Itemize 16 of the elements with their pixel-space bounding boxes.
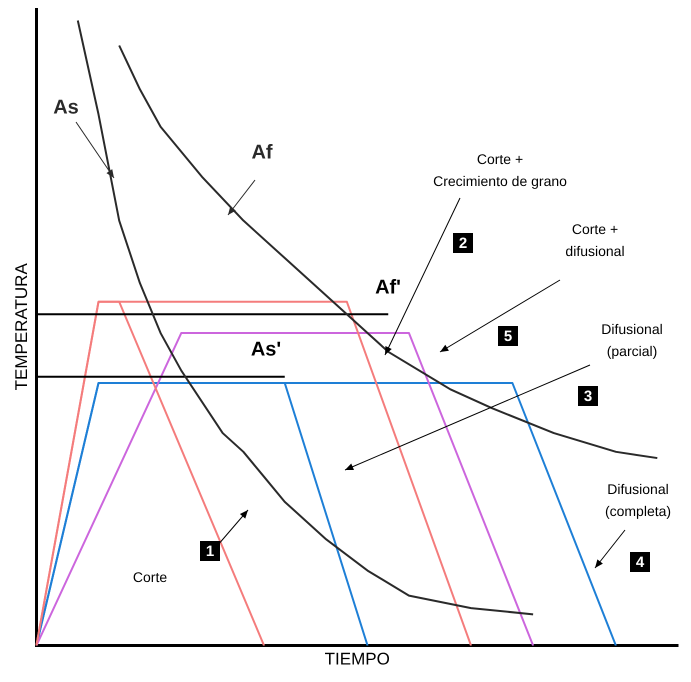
y-axis-title: TEMPERATURA	[12, 262, 31, 390]
annotation: 4	[636, 554, 645, 572]
series-label: Af'	[375, 276, 401, 299]
annotation: 2	[458, 235, 468, 252]
annotation: Corte + Crecimiento de grano	[433, 150, 568, 189]
annotation: Corte	[132, 568, 168, 585]
series-label: As	[53, 96, 79, 119]
text: Af	[251, 142, 273, 164]
annotation: 5	[504, 328, 512, 346]
annotation: Difusional (completa)	[604, 480, 672, 519]
annotation: 1	[206, 543, 214, 560]
annotation: Difusional (parcial)	[601, 320, 663, 359]
annotation: 3	[584, 388, 592, 406]
series-label: As'	[250, 338, 282, 361]
x-axis-title: TIEMPO	[324, 649, 390, 668]
annotation: Corte + difusional	[565, 220, 625, 259]
